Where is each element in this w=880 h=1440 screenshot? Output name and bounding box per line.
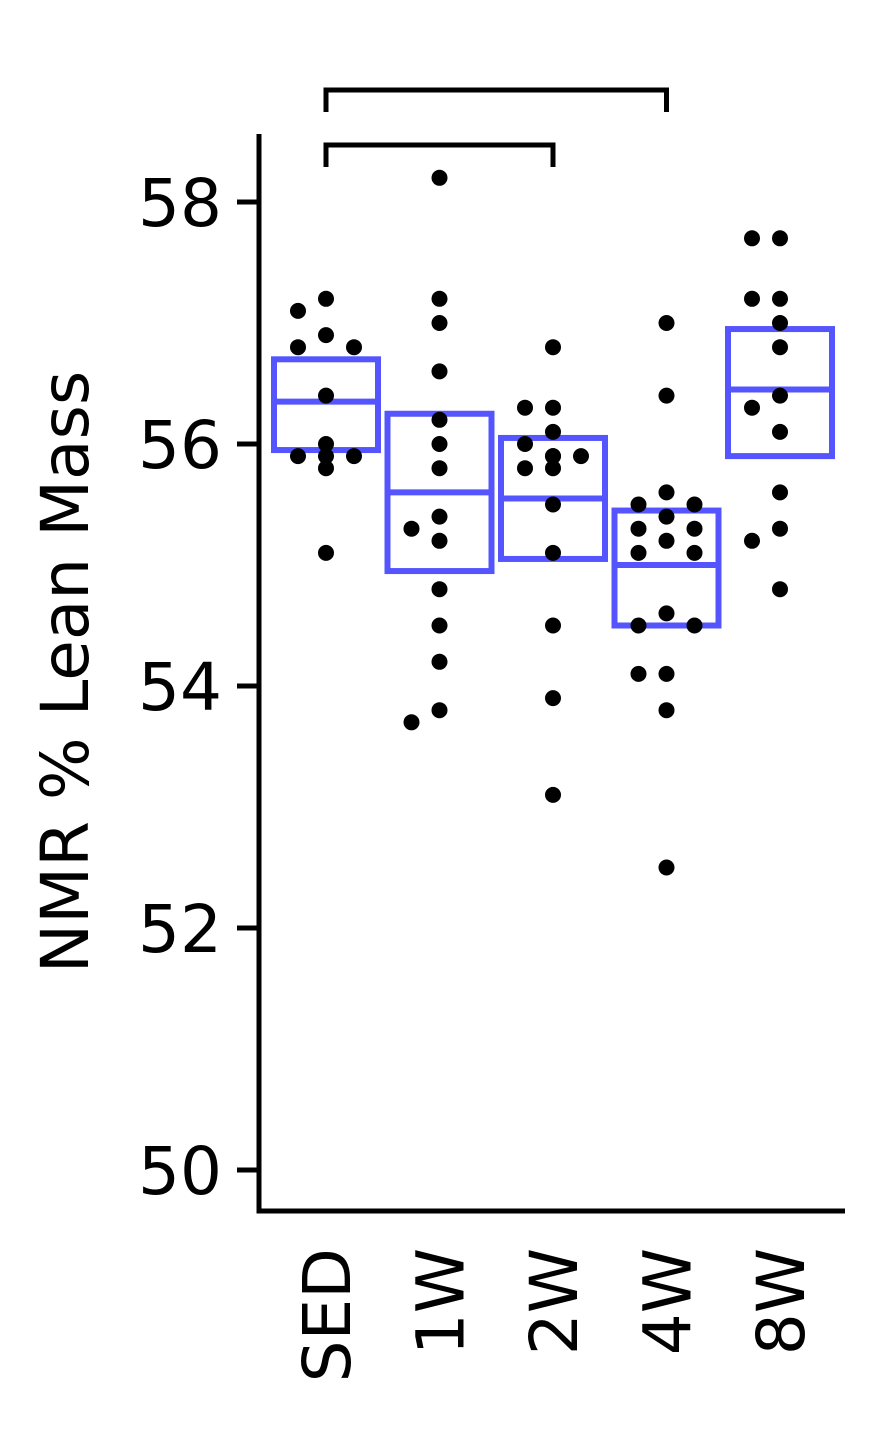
point-4w-1 xyxy=(658,387,675,404)
point-2w-9 xyxy=(545,460,561,477)
point-sed-4 xyxy=(346,339,362,356)
point-2w-12 xyxy=(545,617,561,634)
y-tick-label-54: 54 xyxy=(138,649,222,726)
point-4w-15 xyxy=(630,665,647,682)
axes: 50 52 54 56 58 SED 1W 2W 4W 8W xyxy=(138,134,845,1382)
point-8w-5 xyxy=(772,339,788,356)
point-sed-3 xyxy=(290,339,306,356)
point-4w-12 xyxy=(630,617,647,634)
bracket-sed-2w xyxy=(323,142,556,167)
point-2w-8 xyxy=(517,460,533,477)
point-2w-1 xyxy=(545,399,561,416)
point-2w-0 xyxy=(545,339,561,356)
point-4w-16 xyxy=(658,702,675,719)
point-4w-14 xyxy=(658,665,675,682)
x-tick-label-8w: 8W xyxy=(743,1248,820,1355)
point-1w-14 xyxy=(403,714,420,731)
bracket-sed-4w xyxy=(323,87,669,112)
point-4w-9 xyxy=(630,544,647,561)
point-2w-10 xyxy=(545,496,561,513)
point-2w-6 xyxy=(573,448,589,465)
point-4w-17 xyxy=(658,859,675,876)
point-4w-3 xyxy=(630,496,647,513)
box-layer xyxy=(271,326,835,629)
point-4w-13 xyxy=(686,617,703,634)
point-sed-6 xyxy=(318,436,334,452)
x-tick-label-sed: SED xyxy=(289,1248,366,1382)
point-8w-11 xyxy=(744,532,760,549)
point-2w-13 xyxy=(545,690,561,707)
point-4w-7 xyxy=(686,520,703,537)
y-axis-label: NMR % Lean Mass xyxy=(27,371,104,973)
point-4w-0 xyxy=(658,315,675,331)
point-4w-8 xyxy=(658,532,675,549)
point-8w-9 xyxy=(772,484,788,501)
significance-brackets xyxy=(323,87,669,167)
point-2w-14 xyxy=(545,786,561,803)
point-1w-1 xyxy=(431,290,448,307)
point-8w-0 xyxy=(772,230,788,247)
point-4w-10 xyxy=(686,544,703,561)
point-sed-8 xyxy=(346,448,362,465)
point-sed-10 xyxy=(318,460,334,477)
point-2w-2 xyxy=(517,399,533,416)
point-4w-2 xyxy=(658,484,675,501)
point-4w-11 xyxy=(658,605,675,622)
y-tick-label-58: 58 xyxy=(138,165,222,242)
point-8w-4 xyxy=(772,315,788,331)
point-2w-11 xyxy=(545,544,561,561)
y-tick-label-50: 50 xyxy=(138,1133,222,1210)
point-8w-1 xyxy=(744,230,760,247)
point-1w-4 xyxy=(431,411,448,428)
point-4w-6 xyxy=(630,520,647,537)
point-8w-8 xyxy=(772,423,788,440)
point-1w-8 xyxy=(403,520,420,537)
point-1w-7 xyxy=(431,508,448,525)
point-sed-1 xyxy=(290,302,306,319)
point-1w-13 xyxy=(431,702,448,719)
point-1w-11 xyxy=(431,617,448,634)
y-tick-label-52: 52 xyxy=(138,891,222,968)
point-8w-3 xyxy=(744,290,760,307)
point-sed-7 xyxy=(290,448,306,465)
point-2w-3 xyxy=(545,423,561,440)
point-sed-0 xyxy=(318,290,334,307)
point-sed-9 xyxy=(318,448,334,465)
point-sed-5 xyxy=(318,387,334,404)
point-4w-5 xyxy=(658,508,675,525)
point-8w-10 xyxy=(772,520,788,537)
point-8w-7 xyxy=(744,399,760,416)
point-1w-6 xyxy=(431,460,448,477)
x-tick-label-2w: 2W xyxy=(516,1248,593,1355)
point-2w-7 xyxy=(545,448,561,465)
point-1w-9 xyxy=(431,532,448,549)
x-tick-label-4w: 4W xyxy=(630,1248,707,1355)
point-1w-12 xyxy=(431,653,448,670)
point-layer xyxy=(290,169,788,876)
point-1w-10 xyxy=(431,581,448,598)
y-tick-label-56: 56 xyxy=(138,407,222,484)
point-sed-11 xyxy=(318,544,334,561)
point-4w-4 xyxy=(686,496,703,513)
point-8w-2 xyxy=(772,290,788,307)
x-tick-label-1w: 1W xyxy=(403,1248,480,1355)
point-2w-4 xyxy=(517,436,533,452)
point-1w-2 xyxy=(431,315,448,331)
point-sed-2 xyxy=(318,327,334,344)
point-8w-6 xyxy=(772,387,788,404)
point-1w-0 xyxy=(431,169,448,186)
point-1w-5 xyxy=(431,436,448,452)
point-1w-3 xyxy=(431,363,448,380)
point-8w-12 xyxy=(772,581,788,598)
